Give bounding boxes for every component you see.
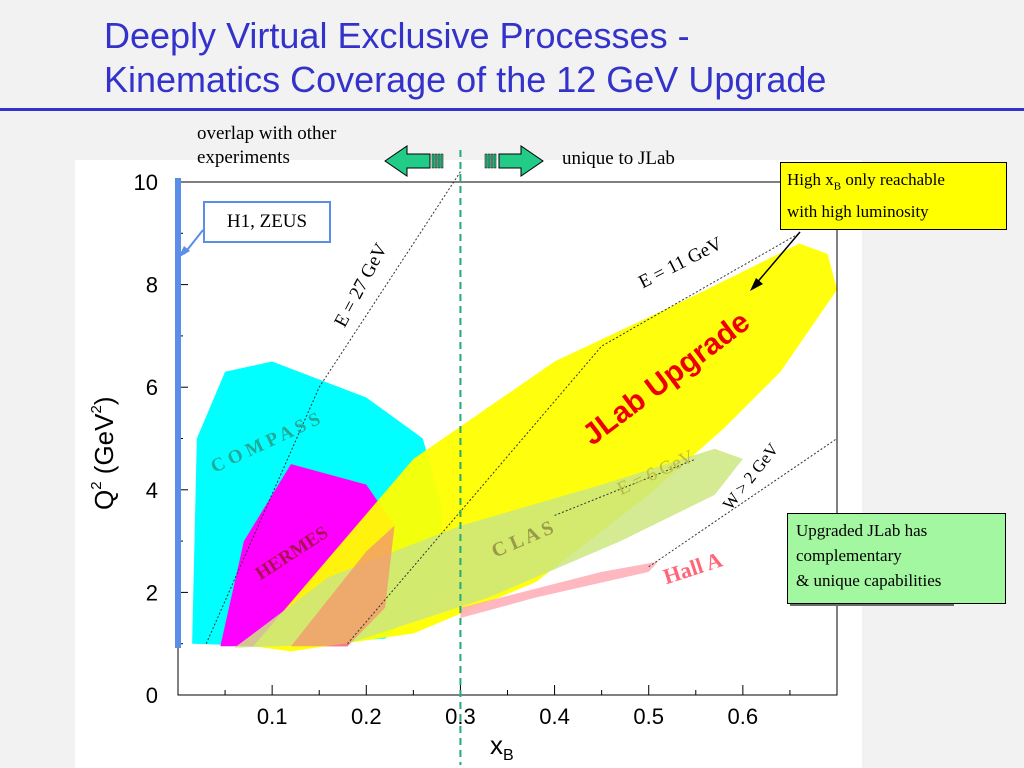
x-tick-label: 0.5 — [633, 704, 664, 729]
region-jlab-upgrade — [253, 243, 838, 652]
arrow-stripe — [431, 153, 435, 169]
y-tick-label: 2 — [146, 580, 158, 605]
arrow-left-icon — [384, 145, 431, 177]
arrow-stripe — [434, 153, 438, 169]
upgraded-line3: & unique capabilities — [796, 571, 942, 590]
y-tick-label: 0 — [146, 683, 158, 708]
arrow-stripe — [490, 153, 494, 169]
slide-title: Deeply Virtual Exclusive Processes - Kin… — [104, 14, 1004, 102]
high-x-pointer — [754, 231, 801, 286]
upgraded-line2: complementary — [796, 546, 902, 565]
x-tick-label: 0.2 — [351, 704, 382, 729]
h1-zeus-bar — [175, 178, 181, 648]
region-hermes-overlap — [290, 525, 395, 647]
label-e27: E = 27 GeV — [330, 240, 392, 331]
unique-arrow — [484, 145, 544, 177]
high-x-line2: with high luminosity — [787, 202, 929, 222]
arrow-right-icon — [498, 145, 544, 177]
line-e-27-gev — [205, 171, 461, 644]
y-tick-label: 8 — [146, 273, 158, 298]
arrow-stripe — [440, 153, 444, 169]
region-hall-a — [460, 561, 659, 619]
high-x-arrowhead — [750, 278, 763, 291]
high-x-line1: High xB only reachable — [787, 170, 945, 193]
overlap-note: overlap with other experiments — [197, 122, 336, 170]
line-e-6-gev — [554, 458, 696, 516]
label-hall-a: Hall A — [660, 547, 725, 590]
overlap-note-line1: overlap with other — [197, 123, 337, 144]
h1-zeus-arrowhead — [178, 246, 190, 258]
overlap-note-line2: experiments — [197, 147, 290, 168]
x-tick-label: 0.1 — [257, 704, 288, 729]
x-tick-label: 0.4 — [539, 704, 570, 729]
y-tick-label: 4 — [146, 478, 158, 503]
x-axis-label: xB — [490, 730, 514, 764]
title-line-2: Kinematics Coverage of the 12 GeV Upgrad… — [104, 59, 827, 100]
arrow-stripe — [487, 153, 491, 169]
title-underline — [0, 108, 1024, 111]
line-w-2-gev — [648, 438, 838, 568]
upgraded-callout: Upgraded JLab has complementary & unique… — [787, 513, 1006, 604]
x-tick-label: 0.6 — [728, 704, 759, 729]
label-e11: E = 11 GeV — [635, 233, 726, 293]
arrow-stripe — [493, 153, 497, 169]
y-axis-label: Q2 (GeV2) — [88, 396, 119, 510]
overlap-arrow — [384, 145, 444, 177]
upgraded-line1: Upgraded JLab has — [796, 521, 928, 540]
arrow-stripe — [437, 153, 441, 169]
y-tick-label: 10 — [134, 170, 158, 195]
title-line-1: Deeply Virtual Exclusive Processes - — [104, 15, 690, 56]
y-tick-label: 6 — [146, 375, 158, 400]
unique-note: unique to JLab — [562, 148, 675, 169]
h1-zeus-label: H1, ZEUS — [203, 201, 331, 243]
high-x-callout: High xB only reachable with high luminos… — [780, 162, 1007, 230]
arrow-stripe — [484, 153, 488, 169]
